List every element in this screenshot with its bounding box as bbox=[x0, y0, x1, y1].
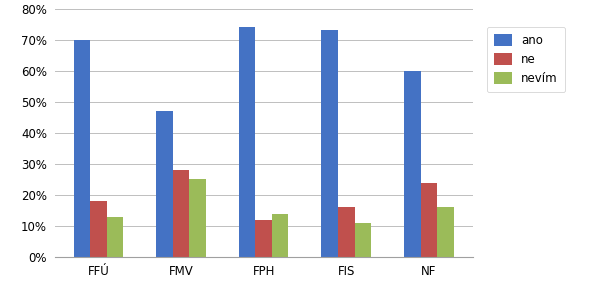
Legend: ano, ne, nevím: ano, ne, nevím bbox=[487, 27, 565, 92]
Bar bbox=[321, 30, 338, 257]
Bar bbox=[73, 40, 90, 257]
Bar bbox=[90, 201, 107, 257]
Bar bbox=[355, 223, 371, 257]
Bar bbox=[156, 111, 173, 257]
Bar bbox=[189, 179, 206, 257]
Bar bbox=[437, 207, 454, 257]
Bar bbox=[272, 213, 288, 257]
Bar bbox=[338, 207, 355, 257]
Bar bbox=[239, 27, 255, 257]
Bar bbox=[173, 170, 189, 257]
Bar bbox=[421, 182, 437, 257]
Bar bbox=[107, 217, 123, 257]
Bar bbox=[255, 220, 272, 257]
Bar bbox=[404, 71, 421, 257]
